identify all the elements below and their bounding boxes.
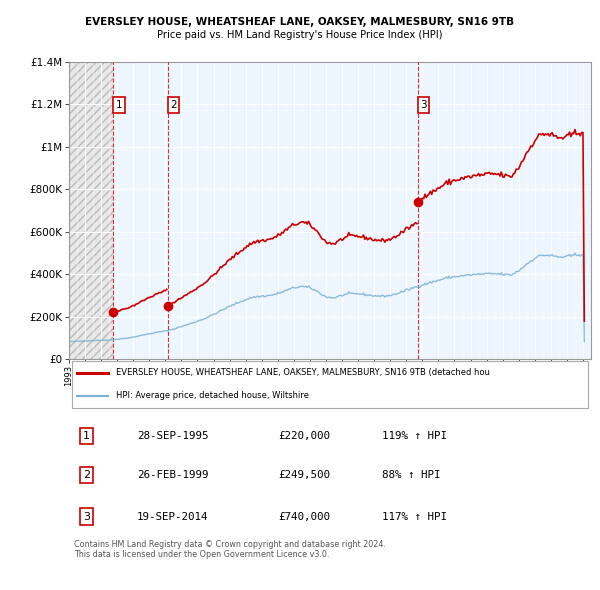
FancyBboxPatch shape	[71, 361, 589, 408]
Text: Price paid vs. HM Land Registry's House Price Index (HPI): Price paid vs. HM Land Registry's House …	[157, 30, 443, 40]
Bar	[168, 62, 418, 359]
Bar	[113, 62, 168, 359]
Text: HPI: Average price, detached house, Wiltshire: HPI: Average price, detached house, Wilt…	[116, 391, 309, 400]
Text: 28-SEP-1995: 28-SEP-1995	[137, 431, 208, 441]
Text: EVERSLEY HOUSE, WHEATSHEAF LANE, OAKSEY, MALMESBURY, SN16 9TB: EVERSLEY HOUSE, WHEATSHEAF LANE, OAKSEY,…	[85, 17, 515, 27]
Text: 19-SEP-2014: 19-SEP-2014	[137, 512, 208, 522]
Text: 2: 2	[170, 100, 177, 110]
Text: 1: 1	[83, 431, 90, 441]
Bar	[69, 62, 113, 359]
Text: 88% ↑ HPI: 88% ↑ HPI	[382, 470, 440, 480]
Text: EVERSLEY HOUSE, WHEATSHEAF LANE, OAKSEY, MALMESBURY, SN16 9TB (detached hou: EVERSLEY HOUSE, WHEATSHEAF LANE, OAKSEY,…	[116, 368, 490, 377]
Text: 1: 1	[116, 100, 122, 110]
Text: £220,000: £220,000	[278, 431, 330, 441]
Text: 26-FEB-1999: 26-FEB-1999	[137, 470, 208, 480]
Text: 2: 2	[83, 470, 90, 480]
Text: 117% ↑ HPI: 117% ↑ HPI	[382, 512, 447, 522]
Text: 3: 3	[420, 100, 427, 110]
Text: 3: 3	[83, 512, 90, 522]
Bar	[418, 62, 591, 359]
Text: 119% ↑ HPI: 119% ↑ HPI	[382, 431, 447, 441]
Text: Contains HM Land Registry data © Crown copyright and database right 2024.
This d: Contains HM Land Registry data © Crown c…	[74, 540, 386, 559]
Text: £249,500: £249,500	[278, 470, 330, 480]
Text: £740,000: £740,000	[278, 512, 330, 522]
